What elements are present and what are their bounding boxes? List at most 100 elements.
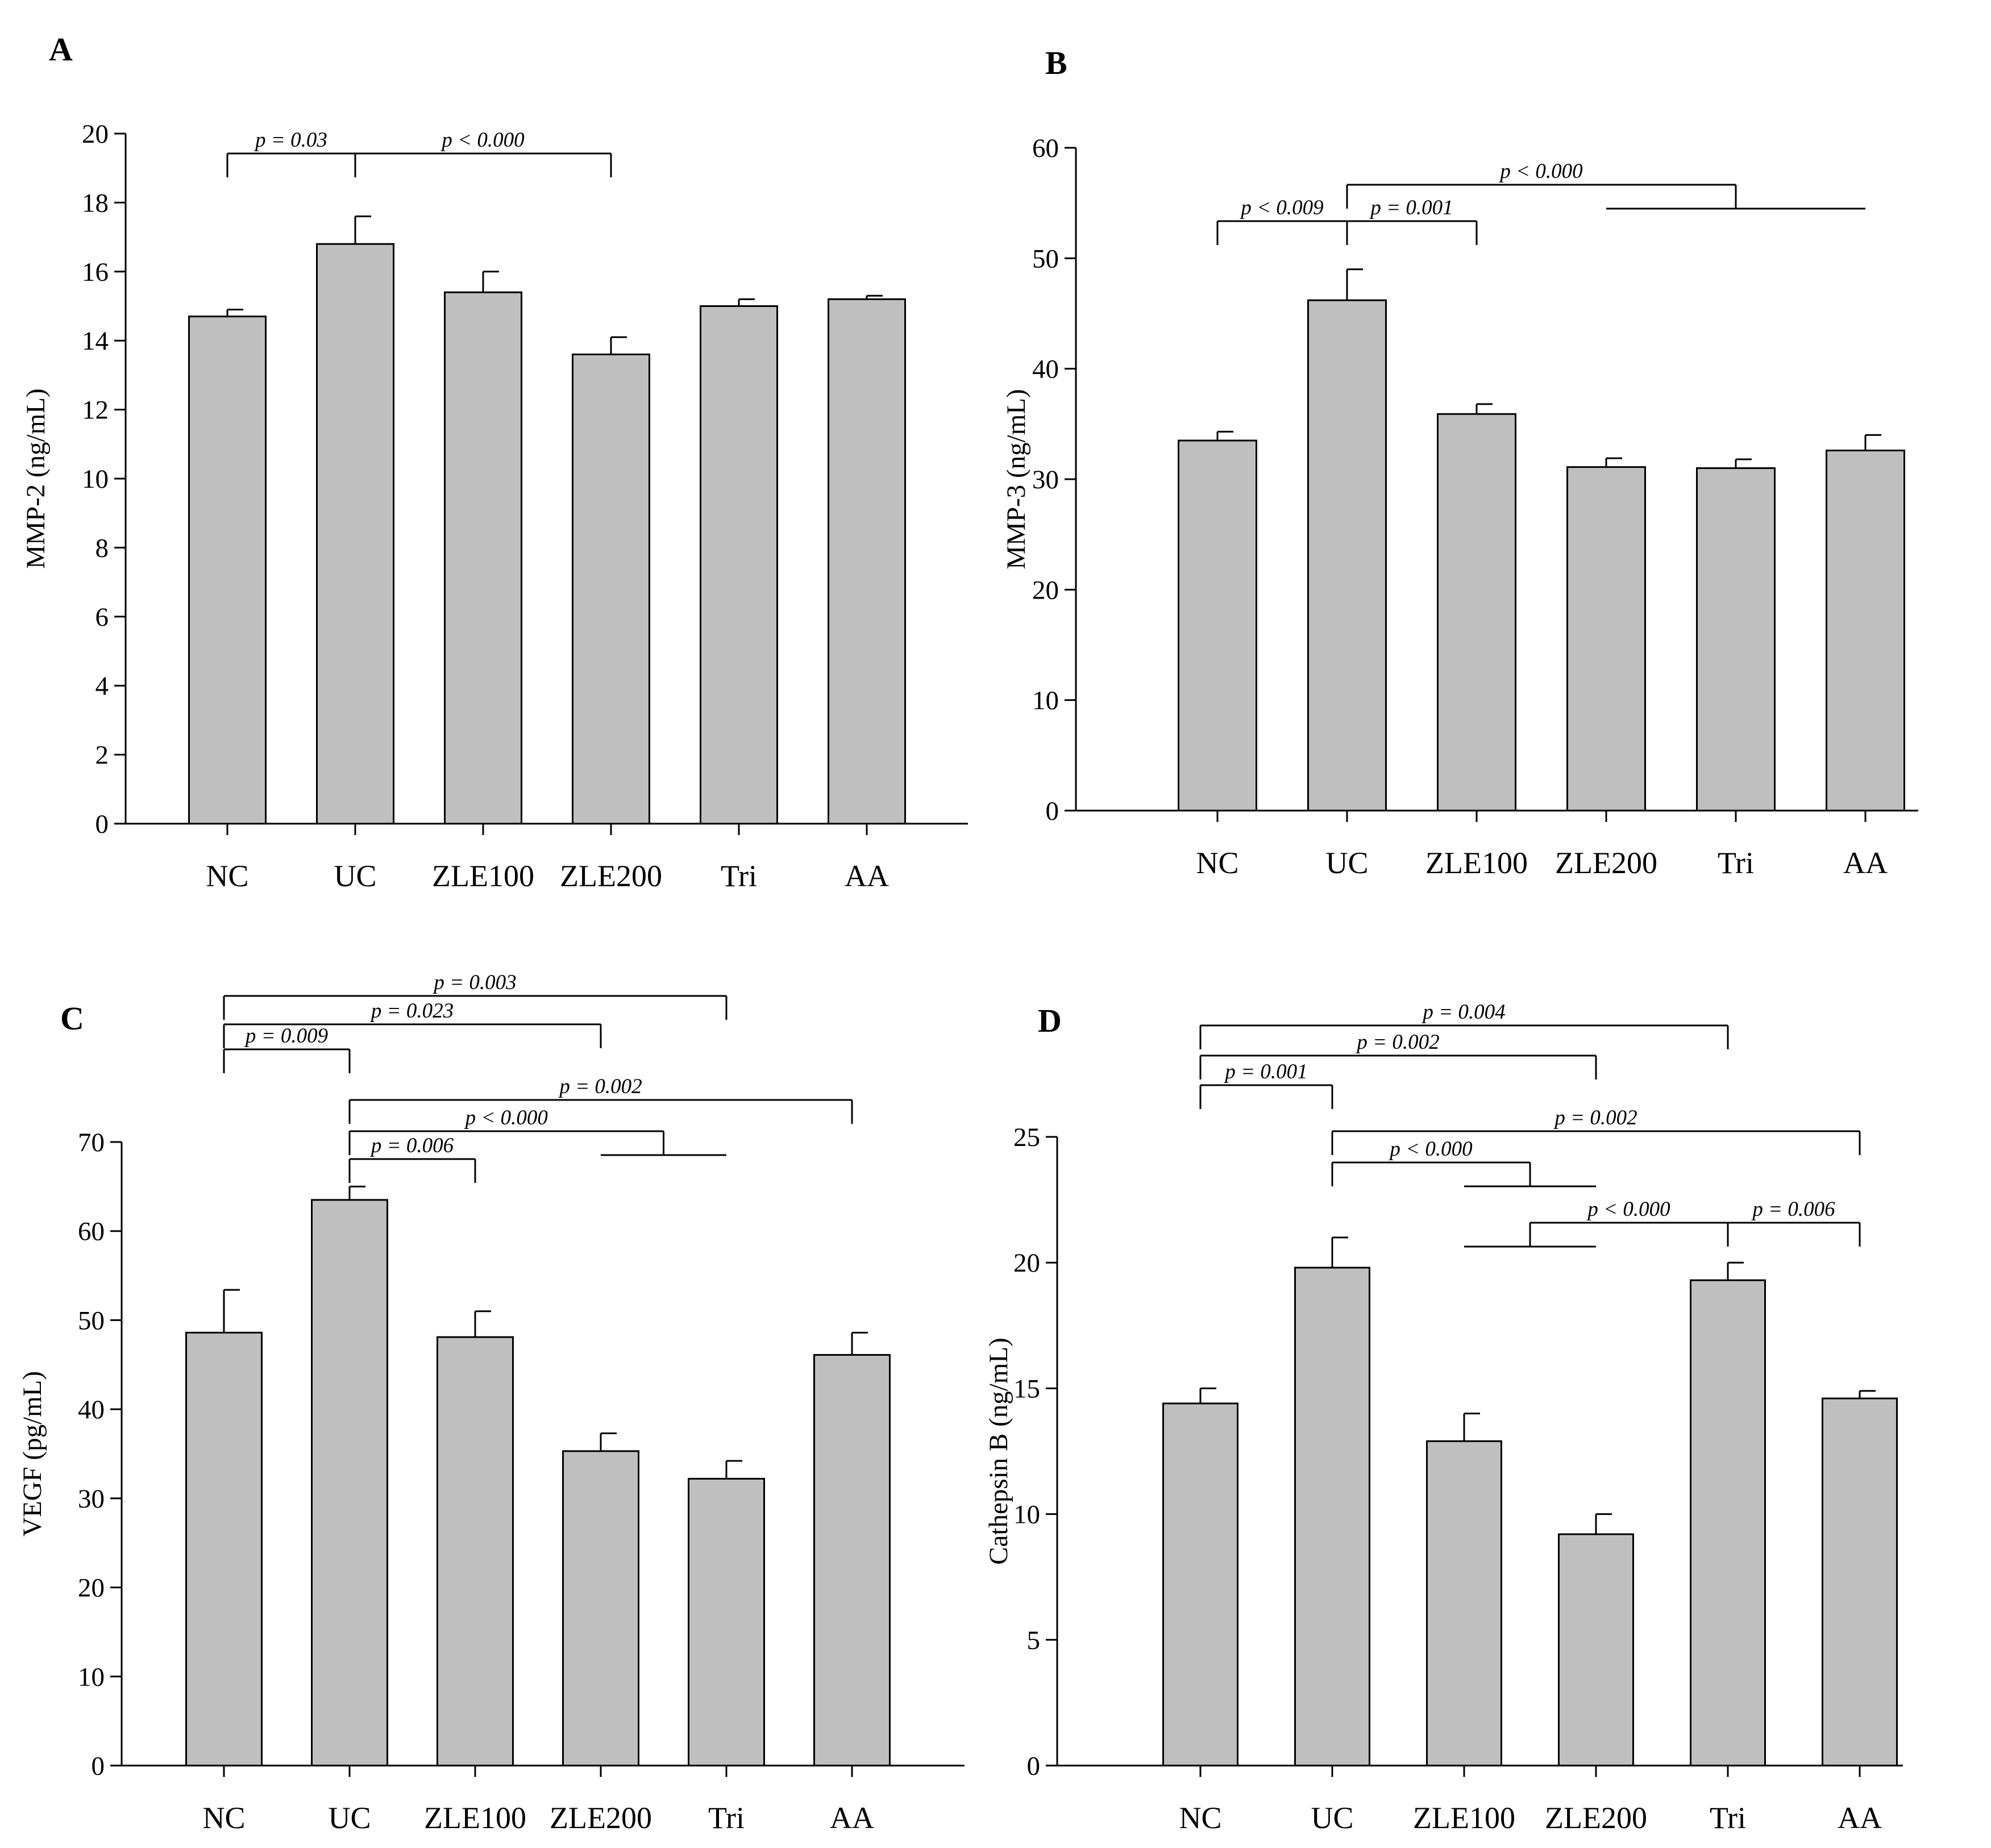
category-label: UC (328, 1801, 371, 1835)
y-tick-label: 50 (1032, 244, 1059, 273)
bar-tri (700, 305, 778, 825)
chart-panel-a: A 0 2 4 6 8 10 12 14 16 18 20 MMP-2 (ng/mL) NC UC ZLE10… (21, 31, 968, 893)
panel-letter: B (1045, 44, 1067, 81)
category-label: NC (1196, 846, 1238, 880)
bar-uc (1294, 1266, 1370, 1767)
y-axis-title: MMP-3 (ng/mL) (1001, 389, 1031, 569)
category-label: NC (206, 859, 248, 893)
category-label: AA (1838, 1801, 1882, 1835)
category-label: AA (1843, 846, 1888, 880)
y-tick-label: 50 (78, 1306, 105, 1335)
y-tick-label: 14 (82, 326, 109, 356)
category-label: ZLE200 (1545, 1801, 1647, 1835)
y-tick-label: 2 (95, 741, 109, 770)
bar-zle100 (1437, 413, 1516, 812)
significance-label: p = 0.001 (1369, 196, 1453, 219)
y-tick-label: 25 (1013, 1123, 1040, 1152)
significance-label: p < 0.000 (1586, 1198, 1670, 1221)
bar-uc (311, 1199, 388, 1767)
category-label: ZLE100 (432, 859, 534, 893)
bar-nc (188, 315, 267, 825)
y-tick-label: 18 (82, 188, 109, 218)
category-label: AA (845, 859, 889, 893)
y-tick-label: 0 (92, 1751, 105, 1781)
significance-label: p = 0.009 (244, 1024, 328, 1048)
category-label: UC (334, 859, 376, 893)
significance-label: p = 0.002 (558, 1075, 642, 1098)
y-tick-label: 6 (95, 603, 109, 632)
category-label: Tri (1718, 846, 1754, 880)
significance-label: p < 0.000 (440, 128, 525, 152)
significance-label: p = 0.006 (1751, 1198, 1835, 1221)
y-tick-label: 10 (1032, 686, 1059, 716)
significance-label: p < 0.000 (1498, 160, 1583, 183)
panel-letter: C (60, 1000, 84, 1037)
bar-aa (813, 1354, 891, 1767)
bar-tri (1696, 467, 1776, 812)
y-tick-label: 30 (78, 1484, 105, 1514)
y-tick-label: 4 (95, 671, 109, 701)
category-label: ZLE100 (1425, 846, 1528, 880)
y-axis-title: Cathepsin B (ng/mL) (984, 1338, 1013, 1564)
y-tick-label: 5 (1027, 1626, 1041, 1655)
category-label: Tri (721, 859, 757, 893)
panel-letter: A (49, 31, 73, 68)
significance-label: p = 0.002 (1553, 1106, 1637, 1129)
bar-nc (185, 1331, 263, 1767)
bar-nc (1178, 439, 1257, 812)
bar-zle100 (437, 1336, 514, 1767)
significance-label: p = 0.004 (1421, 1000, 1505, 1024)
bar-zle200 (1566, 466, 1646, 812)
category-label: UC (1325, 846, 1368, 880)
chart-panel-d: D 0 5 10 15 20 25 Cathepsin B (ng/mL) NC UC ZLE100… (984, 1000, 1903, 1835)
y-tick-label: 12 (82, 396, 109, 425)
y-tick-label: 60 (78, 1217, 105, 1247)
significance-label: p < 0.000 (1388, 1137, 1473, 1161)
bar-tri (688, 1477, 765, 1767)
chart-panel-c: C 0 10 20 30 40 50 60 70 VEGF (pg/mL) NC UC ZLE100 ZL… (18, 971, 965, 1835)
bar-zle100 (444, 291, 522, 825)
significance-label: p = 0.001 (1223, 1060, 1307, 1083)
category-label: UC (1311, 1801, 1353, 1835)
y-tick-label: 30 (1032, 465, 1059, 495)
y-tick-label: 40 (78, 1395, 105, 1425)
y-tick-label: 10 (78, 1662, 105, 1692)
significance-label: p = 0.03 (253, 128, 327, 152)
y-tick-label: 15 (1013, 1374, 1040, 1403)
y-axis-title: MMP-2 (ng/mL) (21, 388, 51, 568)
bar-nc (1162, 1402, 1238, 1767)
y-tick-label: 0 (1027, 1751, 1041, 1781)
category-label: Tri (708, 1801, 745, 1835)
y-tick-label: 10 (82, 464, 109, 494)
y-tick-label: 20 (78, 1573, 105, 1603)
category-label: AA (830, 1801, 874, 1835)
chart-panel-b: B 0 10 20 30 40 50 60 MMP-3 (ng/mL) NC UC ZLE100 ZLE… (1001, 44, 1918, 880)
bar-zle200 (1558, 1533, 1634, 1767)
bar-aa (1822, 1397, 1898, 1767)
category-label: NC (1179, 1801, 1221, 1835)
category-label: ZLE200 (560, 859, 662, 893)
category-label: Tri (1710, 1801, 1746, 1835)
category-label: ZLE200 (550, 1801, 652, 1835)
category-label: ZLE200 (1555, 846, 1657, 880)
category-label: NC (202, 1801, 245, 1835)
significance-label: p < 0.000 (464, 1106, 548, 1129)
bar-zle200 (562, 1450, 639, 1767)
y-tick-label: 20 (1013, 1248, 1040, 1278)
y-tick-label: 10 (1013, 1500, 1040, 1530)
y-tick-label: 40 (1032, 355, 1059, 384)
y-tick-label: 16 (82, 258, 109, 287)
significance-label: p < 0.009 (1239, 196, 1323, 219)
y-tick-label: 20 (82, 119, 109, 149)
bar-zle200 (572, 353, 650, 825)
significance-label: p = 0.003 (432, 971, 516, 994)
y-axis-title: VEGF (pg/mL) (18, 1371, 47, 1536)
bar-aa (1826, 449, 1905, 812)
category-label: ZLE100 (1413, 1801, 1515, 1835)
y-tick-label: 20 (1032, 575, 1059, 605)
bar-zle100 (1426, 1440, 1502, 1767)
y-tick-label: 8 (95, 533, 109, 563)
category-label: ZLE100 (424, 1801, 526, 1835)
significance-label: p = 0.006 (369, 1134, 454, 1157)
